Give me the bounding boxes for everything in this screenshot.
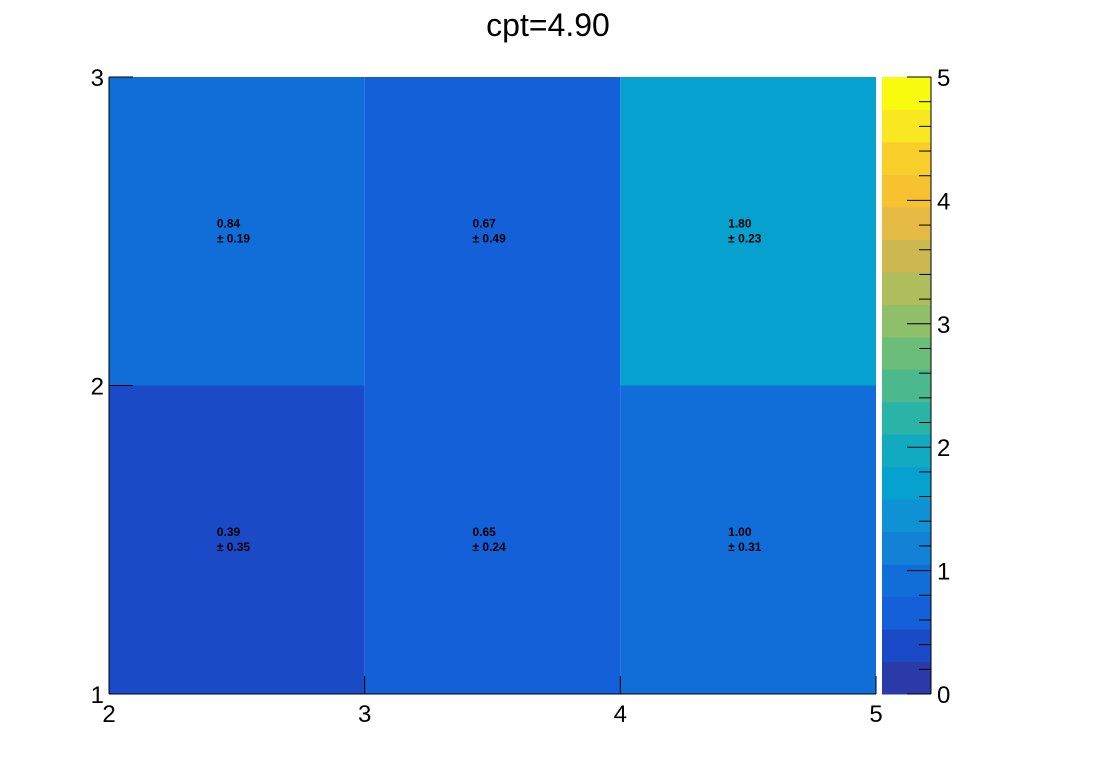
colorbar-tick-label: 0 bbox=[937, 682, 950, 709]
colorbar-tick-label: 4 bbox=[937, 188, 950, 215]
colorbar-band bbox=[882, 174, 931, 208]
y-tick-label: 1 bbox=[91, 682, 104, 709]
heatmap-cells bbox=[109, 77, 876, 694]
colorbar-band bbox=[882, 629, 931, 663]
x-tick-label: 3 bbox=[358, 701, 371, 728]
x-tick-label: 4 bbox=[614, 701, 627, 728]
chart-title: cpt=4.90 bbox=[486, 7, 610, 43]
colorbar-band bbox=[882, 271, 931, 305]
cell-error-label: ± 0.31 bbox=[728, 540, 762, 554]
cell-value-label: 0.65 bbox=[473, 525, 497, 539]
heatmap-cell bbox=[109, 385, 365, 694]
cell-value-label: 1.80 bbox=[728, 216, 752, 230]
y-tick-label: 3 bbox=[91, 65, 104, 92]
cell-value-label: 0.67 bbox=[473, 216, 497, 230]
colorbar-band bbox=[882, 77, 931, 110]
y-tick-label: 2 bbox=[91, 374, 104, 401]
cell-value-label: 1.00 bbox=[728, 525, 752, 539]
cell-error-label: ± 0.35 bbox=[217, 540, 251, 554]
colorbar-band bbox=[882, 336, 931, 370]
colorbar-band bbox=[882, 661, 931, 695]
cell-value-label: 0.84 bbox=[217, 216, 241, 230]
cell-error-label: ± 0.19 bbox=[217, 231, 251, 245]
x-tick-label: 2 bbox=[102, 701, 115, 728]
colorbar-band bbox=[882, 401, 931, 435]
colorbar-band bbox=[882, 304, 931, 338]
colorbar-band bbox=[882, 596, 931, 630]
colorbar-tick-label: 5 bbox=[937, 65, 950, 92]
colorbar-band bbox=[882, 141, 931, 175]
colorbar-band bbox=[882, 499, 931, 533]
heatmap-cell bbox=[109, 77, 365, 386]
colorbar-band bbox=[882, 369, 931, 403]
heatmap-cell bbox=[620, 77, 876, 386]
x-tick-label: 5 bbox=[869, 701, 882, 728]
colorbar-band bbox=[882, 206, 931, 240]
colorbar-tick-label: 3 bbox=[937, 312, 950, 339]
colorbar-band bbox=[882, 564, 931, 598]
color-scale-bar: 0 1 2 3 4 5 bbox=[882, 65, 950, 709]
colorbar-tick-label: 2 bbox=[937, 435, 950, 462]
colorbar-tick-label: 1 bbox=[937, 559, 950, 586]
heatmap-cell bbox=[620, 385, 876, 694]
cell-error-label: ± 0.24 bbox=[473, 540, 507, 554]
heatmap-cell bbox=[364, 77, 621, 386]
heatmap-cell bbox=[364, 385, 621, 694]
colorbar-band bbox=[882, 239, 931, 273]
colorbar-band bbox=[882, 531, 931, 565]
cell-value-label: 0.39 bbox=[217, 525, 241, 539]
heatmap-cell-labels: 0.39± 0.35 0.65± 0.24 1.00± 0.31 0.84± 0.19… bbox=[217, 216, 762, 554]
colorbar-band bbox=[882, 434, 931, 468]
cell-error-label: ± 0.23 bbox=[728, 231, 762, 245]
cell-error-label: ± 0.49 bbox=[473, 231, 507, 245]
